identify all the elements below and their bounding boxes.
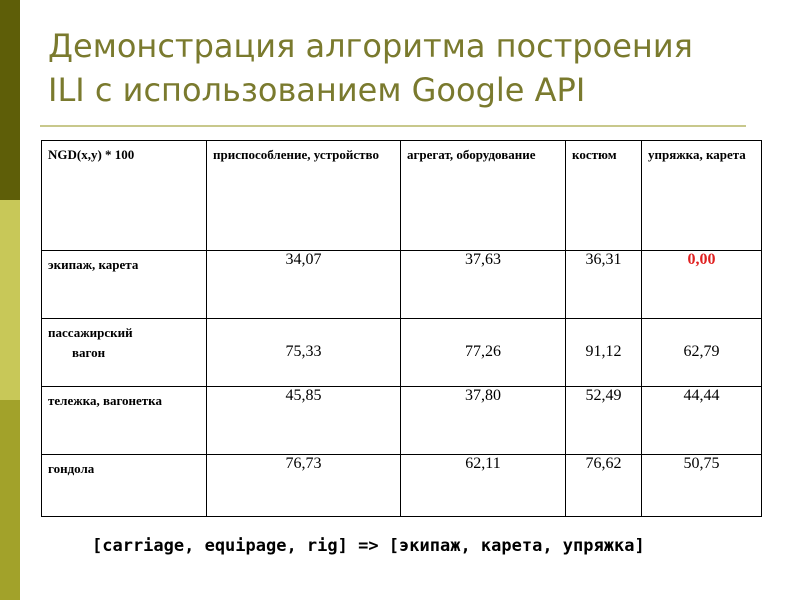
table-cell: 44,44	[641, 386, 762, 455]
title-underline	[40, 125, 746, 127]
table-cell: 76,62	[565, 454, 642, 517]
table-cell: 91,12	[565, 318, 642, 387]
table-cell: 76,73	[206, 454, 401, 517]
column-header-label: костюм	[572, 147, 617, 162]
table-cell: 52,49	[565, 386, 642, 455]
row-label-cell: гондола	[41, 454, 207, 517]
row-label: тележка, вагонетка	[48, 393, 162, 408]
left-accent-strip	[0, 0, 20, 600]
row-label-line-1: пассажирский	[48, 325, 133, 340]
slide-title-line-2: ILI с использованием Google API	[48, 71, 586, 109]
row-label-cell: тележка, вагонетка	[41, 386, 207, 455]
table-cell: 34,07	[206, 250, 401, 319]
row-label: пассажирский вагон	[42, 319, 206, 367]
table-row: пассажирский вагон 75,33 77,26 91,12 62,…	[41, 318, 762, 387]
table-cell: 37,63	[400, 250, 566, 319]
highlighted-table-cell: 0,00	[641, 250, 762, 319]
row-label-line-2: вагон	[72, 345, 106, 360]
slide-title: Демонстрация алгоритма построения ILI с …	[48, 24, 768, 112]
table-cell: 37,80	[400, 386, 566, 455]
slide-title-line-1: Демонстрация алгоритма построения	[48, 27, 693, 65]
table-cell: 36,31	[565, 250, 642, 319]
table-header-row: NGD(x,y) * 100 приспособление, устройств…	[41, 140, 762, 251]
column-header: костюм	[565, 140, 642, 251]
row-label: гондола	[48, 461, 95, 476]
corner-label: NGD(x,y) * 100	[48, 147, 135, 162]
column-header: агрегат, оборудование	[400, 140, 566, 251]
translation-footer: [carriage, equipage, rig] => [экипаж, ка…	[92, 536, 645, 556]
row-label-cell: экипаж, карета	[41, 250, 207, 319]
column-header: приспособление, устройство	[206, 140, 401, 251]
strip-segment-medium	[0, 400, 20, 600]
column-header-label: агрегат, оборудование	[407, 147, 536, 162]
table-row: тележка, вагонетка 45,85 37,80 52,49 44,…	[41, 386, 762, 455]
table-cell: 50,75	[641, 454, 762, 517]
strip-segment-dark	[0, 0, 20, 200]
table-corner-cell: NGD(x,y) * 100	[41, 140, 207, 251]
column-header: упряжка, карета	[641, 140, 762, 251]
column-header-label: упряжка, карета	[648, 147, 746, 162]
ngd-table: NGD(x,y) * 100 приспособление, устройств…	[41, 140, 762, 517]
column-header-label: приспособление, устройство	[213, 147, 379, 162]
strip-segment-light	[0, 200, 20, 400]
table-row: гондола 76,73 62,11 76,62 50,75	[41, 454, 762, 517]
table-cell: 75,33	[206, 318, 401, 387]
table-cell: 77,26	[400, 318, 566, 387]
table-cell: 62,11	[400, 454, 566, 517]
row-label-cell: пассажирский вагон	[41, 318, 207, 387]
row-label: экипаж, карета	[48, 257, 139, 272]
table-cell: 62,79	[641, 318, 762, 387]
table-row: экипаж, карета 34,07 37,63 36,31 0,00	[41, 250, 762, 319]
table-cell: 45,85	[206, 386, 401, 455]
